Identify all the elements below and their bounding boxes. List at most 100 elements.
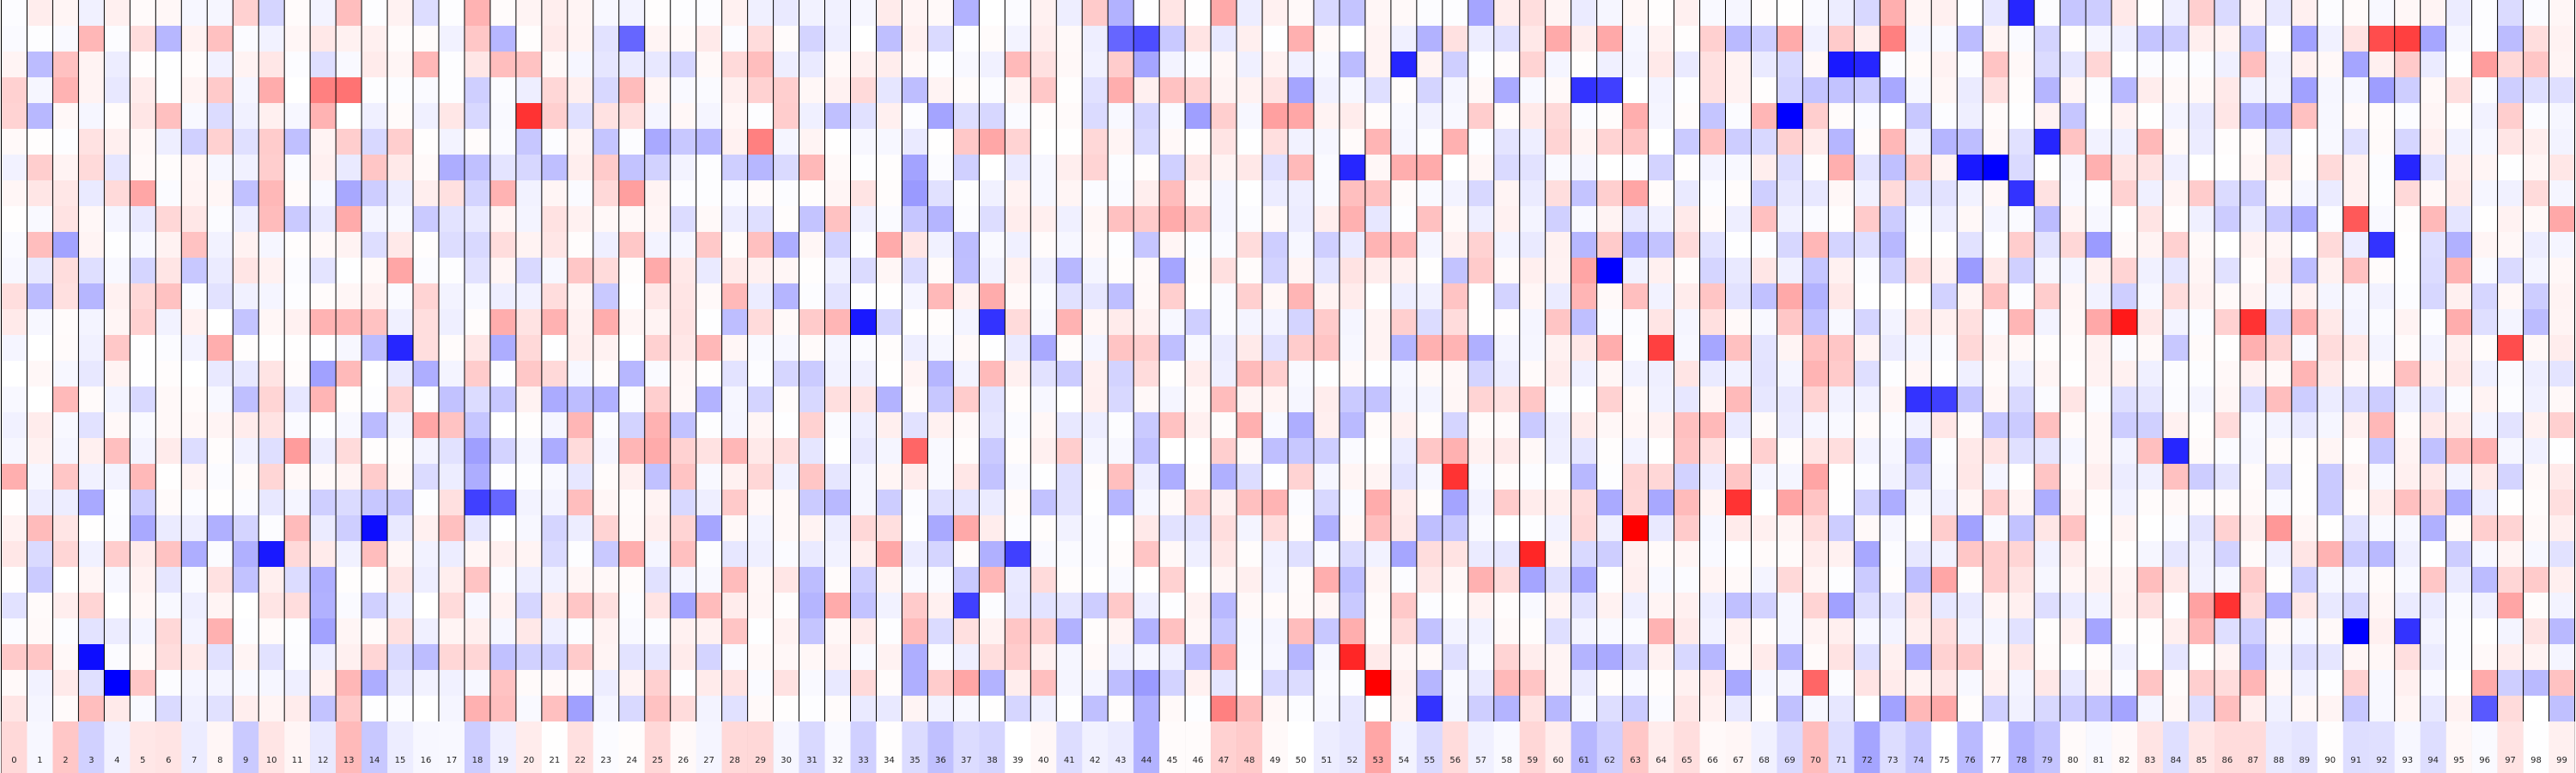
- heatmap-cell: [876, 490, 902, 516]
- heatmap-cell: [284, 232, 311, 259]
- heatmap-cell: [2060, 490, 2087, 516]
- heatmap-cell: [2445, 232, 2472, 259]
- heatmap-cell: [2291, 361, 2318, 387]
- heatmap-cell: [1622, 77, 1649, 104]
- heatmap-cell: [310, 618, 337, 645]
- heatmap-cell: [1416, 361, 1443, 387]
- heatmap-cell: [953, 670, 980, 697]
- heatmap-cell: [233, 464, 259, 490]
- heatmap-cell: [1005, 541, 1031, 568]
- column-tick-label: 1: [37, 756, 42, 765]
- heatmap-cell: [1262, 567, 1289, 593]
- column-tick-label: 95: [2453, 756, 2464, 765]
- heatmap-cell: [1545, 180, 1571, 207]
- heatmap-cell: [1133, 0, 1160, 27]
- heatmap-cell: [258, 52, 285, 78]
- heatmap-cell: [1108, 644, 1134, 671]
- heatmap-cell: [2086, 593, 2112, 619]
- heatmap-cell: [1931, 206, 1958, 233]
- heatmap-cell: [2162, 155, 2190, 181]
- heatmap-cell: [1828, 103, 1855, 130]
- heatmap-cell: [799, 77, 825, 104]
- heatmap-cell: [233, 490, 259, 516]
- heatmap-cell: [2111, 515, 2138, 542]
- heatmap-cell: [979, 644, 1005, 671]
- heatmap-cell: [233, 618, 259, 645]
- heatmap-cell: [2111, 206, 2138, 233]
- heatmap-cell: [361, 335, 388, 362]
- heatmap-cell: [1828, 0, 1855, 27]
- heatmap-cell: [1108, 515, 1134, 542]
- heatmap-cell: [1288, 129, 1315, 155]
- heatmap-cell: [2445, 206, 2472, 233]
- heatmap-cell: [438, 386, 465, 413]
- heatmap-cell: [2214, 77, 2241, 104]
- heatmap-cell: [618, 696, 646, 722]
- heatmap-cell: [2214, 386, 2241, 413]
- heatmap-cell: [2008, 386, 2035, 413]
- heatmap-cell: [2291, 670, 2318, 697]
- heatmap-cell: [1699, 52, 1726, 78]
- heatmap-cell: [361, 515, 388, 542]
- heatmap-cells: [1, 0, 2575, 722]
- heatmap-cell: [1802, 412, 1829, 439]
- heatmap-cell: [2188, 644, 2215, 671]
- heatmap-cell: [1751, 0, 1777, 27]
- heatmap-cell: [336, 258, 362, 284]
- heatmap-cell: [52, 386, 79, 413]
- heatmap-cell: [2342, 103, 2370, 130]
- heatmap-cell: [489, 618, 517, 645]
- heatmap-cell: [2265, 696, 2293, 722]
- heatmap-cell: [592, 412, 620, 439]
- heatmap-cell: [464, 361, 491, 387]
- heatmap-cell: [1699, 490, 1726, 516]
- heatmap-cell: [1313, 412, 1340, 439]
- column-tick-label: 51: [1321, 756, 1333, 765]
- heatmap-cell: [618, 438, 646, 465]
- heatmap-cell: [387, 618, 414, 645]
- heatmap-cell: [953, 438, 980, 465]
- heatmap-cell: [1622, 0, 1649, 27]
- heatmap-cell: [721, 52, 748, 78]
- heatmap-cell: [1725, 206, 1752, 233]
- heatmap-cell: [1, 103, 27, 130]
- heatmap-cell: [541, 490, 568, 516]
- heatmap-cell: [2060, 670, 2087, 697]
- column-tick-label: 34: [884, 756, 895, 765]
- heatmap-cell: [721, 670, 748, 697]
- heatmap-cell: [1828, 567, 1855, 593]
- heatmap-cell: [2188, 155, 2215, 181]
- heatmap-cell: [2420, 696, 2446, 722]
- column-summary-band: [1, 721, 27, 773]
- heatmap-cell: [1442, 103, 1469, 130]
- heatmap-cell: [1545, 541, 1571, 568]
- heatmap-cell: [1442, 515, 1469, 542]
- heatmap-cell: [773, 283, 799, 310]
- heatmap-cell: [927, 696, 954, 722]
- heatmap-cell: [1931, 232, 1958, 259]
- heatmap-cell: [1674, 618, 1700, 645]
- heatmap-cell: [2471, 335, 2498, 362]
- column-summary-band: [670, 721, 696, 773]
- heatmap-cell: [1828, 593, 1855, 619]
- heatmap-cell: [2368, 155, 2396, 181]
- heatmap-cell: [1211, 77, 1237, 104]
- heatmap-cell: [1828, 26, 1855, 52]
- heatmap-cell: [52, 515, 79, 542]
- heatmap-cell: [1905, 206, 1932, 233]
- column-summary-band: [2034, 721, 2061, 773]
- heatmap-cell: [876, 386, 902, 413]
- heatmap-cell: [1364, 618, 1392, 645]
- heatmap-cell: [2162, 26, 2190, 52]
- heatmap-cell: [181, 386, 208, 413]
- heatmap-cell: [2523, 232, 2549, 259]
- heatmap-cell: [1, 438, 27, 465]
- heatmap-cell: [130, 593, 156, 619]
- column-tick-label: 85: [2196, 756, 2208, 765]
- heatmap-cell: [567, 103, 594, 130]
- heatmap-cell: [413, 464, 440, 490]
- heatmap-cell: [1030, 26, 1057, 52]
- heatmap-cell: [2086, 464, 2112, 490]
- heatmap-cell: [361, 490, 388, 516]
- heatmap-cell: [1005, 180, 1031, 207]
